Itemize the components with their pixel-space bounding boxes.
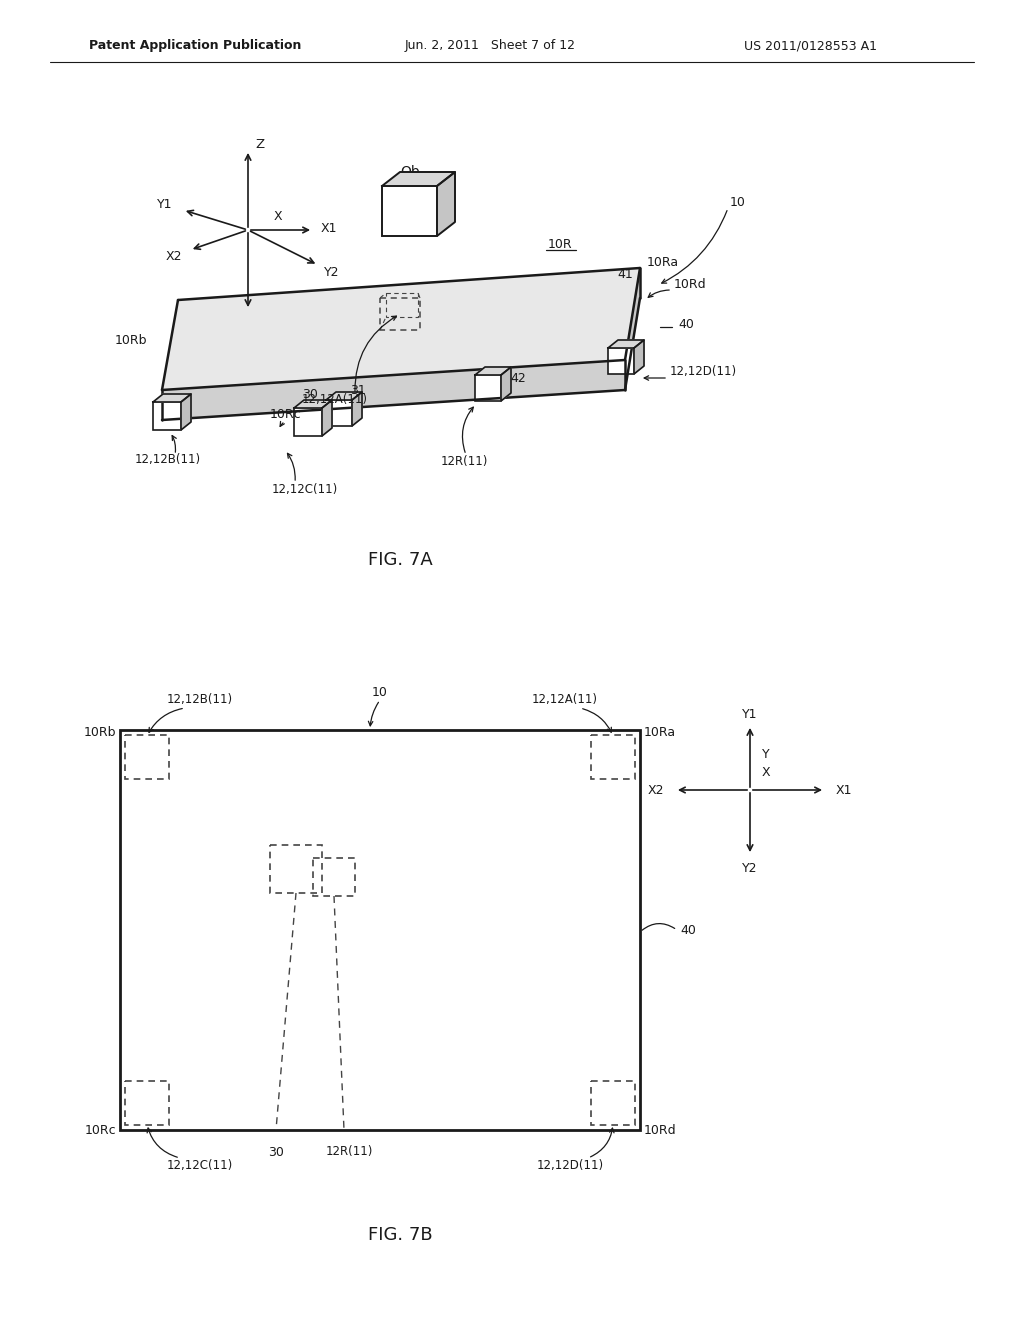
Text: 10Rc: 10Rc bbox=[269, 408, 301, 421]
Text: US 2011/0128553 A1: US 2011/0128553 A1 bbox=[743, 40, 877, 53]
Text: X2: X2 bbox=[647, 784, 664, 796]
Text: Patent Application Publication: Patent Application Publication bbox=[89, 40, 301, 53]
Bar bbox=[591, 1081, 635, 1125]
Text: 10Ra: 10Ra bbox=[647, 256, 679, 268]
Text: 12,12D(11): 12,12D(11) bbox=[537, 1159, 603, 1172]
Bar bbox=[125, 1081, 169, 1125]
Text: 10Rb: 10Rb bbox=[115, 334, 147, 346]
Text: Ob: Ob bbox=[400, 165, 420, 180]
Text: 31: 31 bbox=[350, 384, 366, 396]
Text: 42: 42 bbox=[510, 371, 525, 384]
Text: 10: 10 bbox=[730, 195, 745, 209]
Polygon shape bbox=[162, 360, 625, 420]
Polygon shape bbox=[153, 393, 191, 403]
Bar bbox=[125, 735, 169, 779]
Polygon shape bbox=[162, 268, 640, 389]
Bar bbox=[270, 845, 322, 894]
Text: 10Rc: 10Rc bbox=[84, 1123, 116, 1137]
Bar bbox=[153, 403, 181, 430]
Text: 10: 10 bbox=[372, 685, 388, 698]
Text: FIG. 7B: FIG. 7B bbox=[368, 1226, 432, 1243]
Polygon shape bbox=[501, 367, 511, 401]
Text: Y1: Y1 bbox=[742, 708, 758, 721]
Polygon shape bbox=[625, 268, 640, 389]
Bar bbox=[313, 858, 355, 896]
Text: Y2: Y2 bbox=[324, 265, 340, 279]
Polygon shape bbox=[294, 400, 332, 408]
Polygon shape bbox=[322, 400, 332, 436]
Text: Y2: Y2 bbox=[742, 862, 758, 874]
Text: 12,12C(11): 12,12C(11) bbox=[272, 483, 338, 496]
Text: Y1: Y1 bbox=[157, 198, 172, 210]
Bar bbox=[382, 186, 437, 236]
Text: 12,12B(11): 12,12B(11) bbox=[135, 454, 201, 466]
Text: 10Rd: 10Rd bbox=[644, 1123, 677, 1137]
Text: 10Rb: 10Rb bbox=[84, 726, 116, 738]
Text: 10Ra: 10Ra bbox=[644, 726, 676, 738]
Text: 10Rd: 10Rd bbox=[674, 279, 707, 292]
Text: X1: X1 bbox=[321, 222, 338, 235]
Polygon shape bbox=[608, 341, 644, 348]
Text: Jun. 2, 2011   Sheet 7 of 12: Jun. 2, 2011 Sheet 7 of 12 bbox=[404, 40, 575, 53]
Text: X2: X2 bbox=[166, 251, 182, 264]
Bar bbox=[326, 400, 352, 426]
Text: 10R: 10R bbox=[548, 239, 572, 252]
Bar bbox=[475, 375, 501, 401]
Text: FIG. 7A: FIG. 7A bbox=[368, 550, 432, 569]
Bar bbox=[591, 735, 635, 779]
Bar bbox=[294, 408, 322, 436]
Bar bbox=[608, 348, 634, 374]
Bar bbox=[386, 293, 418, 317]
Text: 41: 41 bbox=[617, 268, 633, 281]
Polygon shape bbox=[352, 392, 362, 426]
Polygon shape bbox=[437, 172, 455, 236]
Text: 30: 30 bbox=[268, 1146, 284, 1159]
Text: 12,12A(11): 12,12A(11) bbox=[302, 393, 368, 407]
Text: 40: 40 bbox=[680, 924, 696, 936]
Text: 12,12D(11): 12,12D(11) bbox=[670, 366, 737, 379]
Text: 40: 40 bbox=[678, 318, 694, 331]
Polygon shape bbox=[475, 367, 511, 375]
Bar bbox=[120, 730, 640, 1130]
Text: X1: X1 bbox=[836, 784, 853, 796]
Polygon shape bbox=[326, 392, 362, 400]
Text: 30: 30 bbox=[302, 388, 317, 401]
Text: 12R(11): 12R(11) bbox=[440, 455, 487, 469]
Polygon shape bbox=[181, 393, 191, 430]
Polygon shape bbox=[382, 172, 455, 186]
Text: 12,12B(11): 12,12B(11) bbox=[167, 693, 233, 706]
Text: 12,12A(11): 12,12A(11) bbox=[532, 693, 598, 706]
Bar bbox=[380, 298, 420, 330]
Text: Z: Z bbox=[255, 139, 264, 152]
Text: X: X bbox=[762, 766, 771, 779]
Text: Y: Y bbox=[762, 747, 770, 760]
Text: X: X bbox=[273, 210, 283, 223]
Text: 12,12C(11): 12,12C(11) bbox=[167, 1159, 233, 1172]
Text: 12R(11): 12R(11) bbox=[326, 1146, 373, 1159]
Polygon shape bbox=[634, 341, 644, 374]
